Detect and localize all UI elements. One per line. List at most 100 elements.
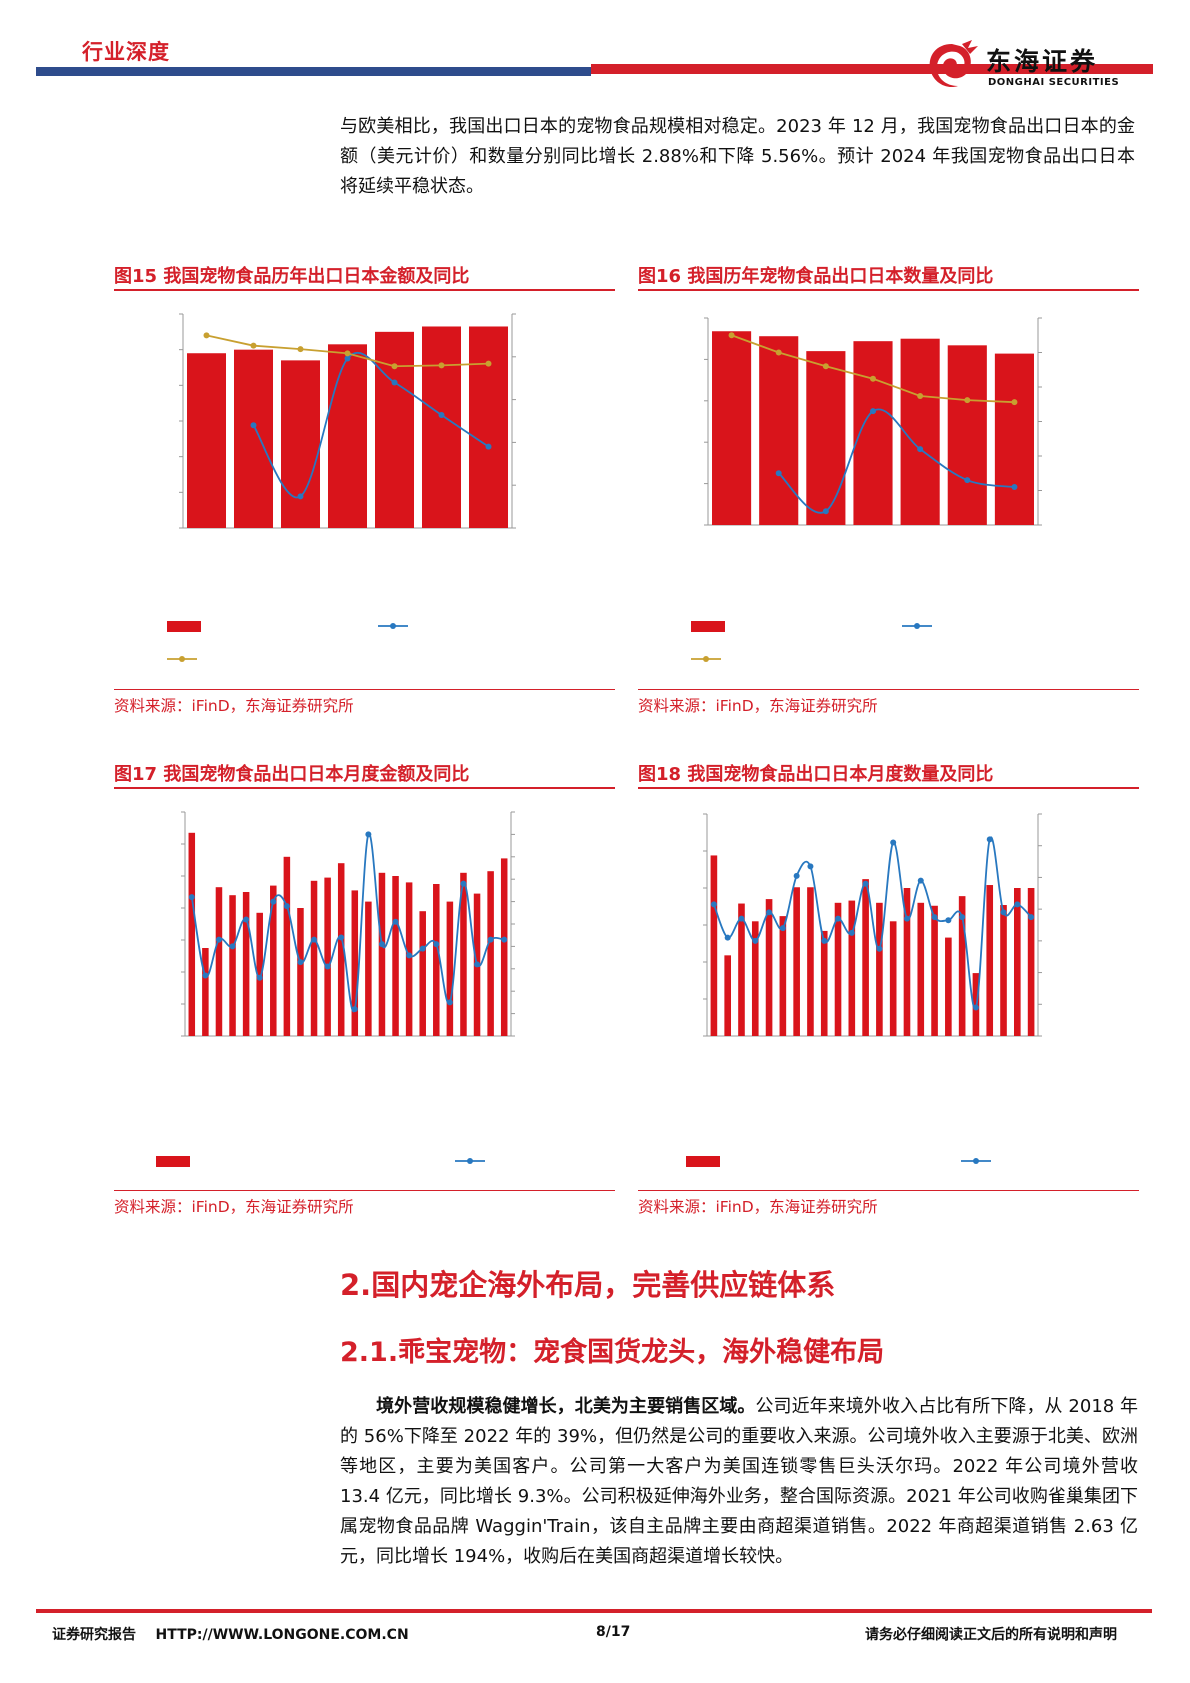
data-point — [870, 375, 876, 382]
bar — [256, 912, 263, 1036]
data-point — [344, 355, 351, 362]
data-point — [351, 1006, 358, 1013]
data-point — [917, 392, 924, 399]
data-point — [297, 959, 304, 966]
data-point — [1011, 399, 1018, 406]
logo-text-cn: 东海证券 — [986, 47, 1099, 76]
data-point — [485, 360, 492, 367]
data-point — [391, 379, 398, 386]
data-point — [835, 915, 842, 922]
fig15-source: 资料来源：iFinD，东海证券研究所 — [114, 697, 354, 715]
fig18-source-rule — [638, 1190, 1139, 1191]
data-point — [822, 363, 829, 370]
data-point — [917, 877, 924, 884]
fig17-source-rule — [114, 1190, 615, 1191]
bar — [994, 353, 1034, 525]
header-bar-red — [591, 64, 1153, 74]
bar — [229, 895, 236, 1036]
data-point — [1028, 914, 1035, 921]
bar — [242, 892, 250, 1036]
data-point — [250, 342, 257, 349]
header-bar-blue — [36, 67, 591, 76]
dragon-logo-icon — [929, 40, 978, 88]
bar — [1000, 905, 1007, 1036]
bar — [931, 905, 938, 1036]
bar — [765, 899, 773, 1036]
fig15-rule — [114, 289, 615, 291]
data-point — [344, 350, 351, 357]
bar — [468, 326, 509, 528]
data-point — [378, 941, 385, 948]
logo-text-en: DONGHAI SECURITIES — [988, 77, 1120, 88]
bar — [917, 902, 925, 1036]
data-point — [324, 963, 331, 970]
data-point — [446, 999, 453, 1006]
fig16-rule — [638, 289, 1139, 291]
fig18-source: 资料来源：iFinD，东海证券研究所 — [638, 1198, 878, 1216]
data-point — [903, 915, 910, 922]
data-point — [485, 443, 492, 450]
data-point — [229, 943, 236, 950]
data-point — [822, 508, 829, 515]
data-point — [862, 880, 869, 887]
data-point — [433, 941, 440, 948]
data-point — [945, 917, 952, 924]
data-point — [724, 934, 731, 941]
bar — [202, 948, 209, 1036]
data-point — [1011, 484, 1018, 491]
fig18-chart — [638, 794, 1139, 1192]
data-point — [959, 914, 966, 921]
bar — [460, 872, 467, 1036]
bar — [186, 353, 227, 528]
bar — [433, 884, 440, 1036]
bar — [446, 901, 454, 1036]
data-point — [710, 901, 717, 908]
bar — [392, 876, 399, 1036]
bar — [215, 887, 223, 1036]
bar — [945, 937, 952, 1036]
data-point — [738, 915, 745, 922]
data-point — [392, 918, 399, 925]
legend-bar-swatch — [167, 621, 201, 632]
data-point — [297, 346, 304, 353]
data-point — [202, 972, 209, 979]
legend-marker — [973, 1158, 979, 1164]
data-point — [752, 937, 759, 944]
data-point — [728, 332, 735, 339]
footer-page-number: 8/17 — [596, 1624, 631, 1640]
bar — [900, 338, 940, 525]
bar — [834, 902, 842, 1036]
data-point — [964, 397, 971, 404]
bar — [374, 331, 415, 528]
bar — [759, 336, 799, 525]
bar — [958, 896, 966, 1036]
data-point — [438, 412, 445, 419]
bar — [280, 360, 321, 528]
bar — [324, 877, 331, 1036]
bar — [310, 880, 318, 1036]
fig15-source-rule — [114, 689, 615, 690]
bar — [710, 855, 718, 1036]
footer-rule — [36, 1609, 1152, 1613]
legend-marker — [390, 623, 396, 629]
fig18-title: 图18 我国宠物食品出口日本月度数量及同比 — [638, 764, 994, 785]
data-point — [807, 863, 814, 870]
bar — [862, 879, 869, 1036]
data-point — [972, 1004, 979, 1011]
data-point — [779, 925, 786, 932]
bar — [500, 858, 508, 1036]
bar — [793, 887, 800, 1036]
data-point — [270, 898, 277, 905]
bar — [806, 351, 846, 525]
bar — [876, 902, 883, 1036]
fig17-rule — [114, 787, 615, 789]
data-point — [311, 936, 318, 943]
data-point — [487, 936, 494, 943]
body-lead: 境外营收规模稳健增长，北美为主要销售区域。 — [376, 1396, 756, 1417]
data-point — [766, 909, 773, 916]
bar — [270, 885, 277, 1036]
data-point — [1000, 909, 1007, 916]
bar — [365, 901, 372, 1036]
series-line-yoy — [190, 833, 505, 1013]
fig17-title: 图17 我国宠物食品出口日本月度金额及同比 — [114, 764, 470, 785]
